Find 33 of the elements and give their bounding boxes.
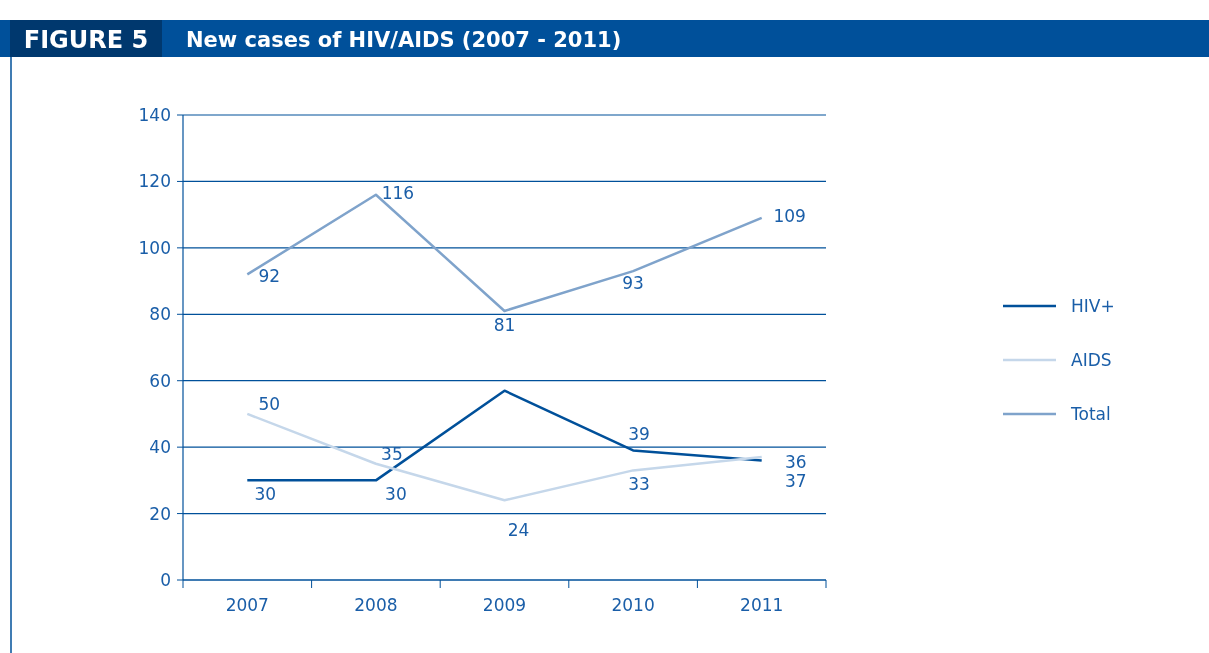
data-label: 35 <box>381 443 403 464</box>
line-series <box>246 412 763 502</box>
y-tick-label: 120 <box>138 171 171 192</box>
caption: FIGURE 5 <box>23 26 149 54</box>
data-label: 93 <box>622 273 644 294</box>
y-tick-label: 20 <box>149 503 171 524</box>
data-label: 30 <box>385 484 407 505</box>
legend-label: HIV+ <box>1071 296 1115 316</box>
data-label: 36 <box>784 452 807 473</box>
data-label: 37 <box>784 471 807 492</box>
y-tick-label: 60 <box>149 370 171 391</box>
x-tick-label: 2010 <box>611 595 655 615</box>
x-tick-label: 2011 <box>740 595 784 615</box>
y-tick-label: 40 <box>149 437 171 458</box>
x-tick-label: 2007 <box>225 595 269 615</box>
chart-title: New cases of HIV/AIDS (2007 - 2011) <box>186 28 622 52</box>
y-tick-label: 100 <box>138 237 171 258</box>
data-label: 92 <box>258 266 281 287</box>
x-tick-label: 2008 <box>354 595 398 615</box>
y-tick-label: 0 <box>160 570 171 590</box>
y-tick-label: 80 <box>149 304 171 325</box>
data-label: 109 <box>773 205 806 226</box>
data-label: 81 <box>493 314 516 335</box>
legend-label: AIDS <box>1071 350 1112 370</box>
data-label: 24 <box>507 520 530 541</box>
data-label: 116 <box>381 182 415 203</box>
y-tick-label: 140 <box>138 105 171 125</box>
data-label: 39 <box>628 424 650 445</box>
x-tick-label: 2009 <box>482 595 527 615</box>
data-label: 30 <box>254 484 277 505</box>
legend-label: Total <box>1070 404 1111 424</box>
data-label: 50 <box>258 393 281 414</box>
data-label: 33 <box>628 474 650 495</box>
